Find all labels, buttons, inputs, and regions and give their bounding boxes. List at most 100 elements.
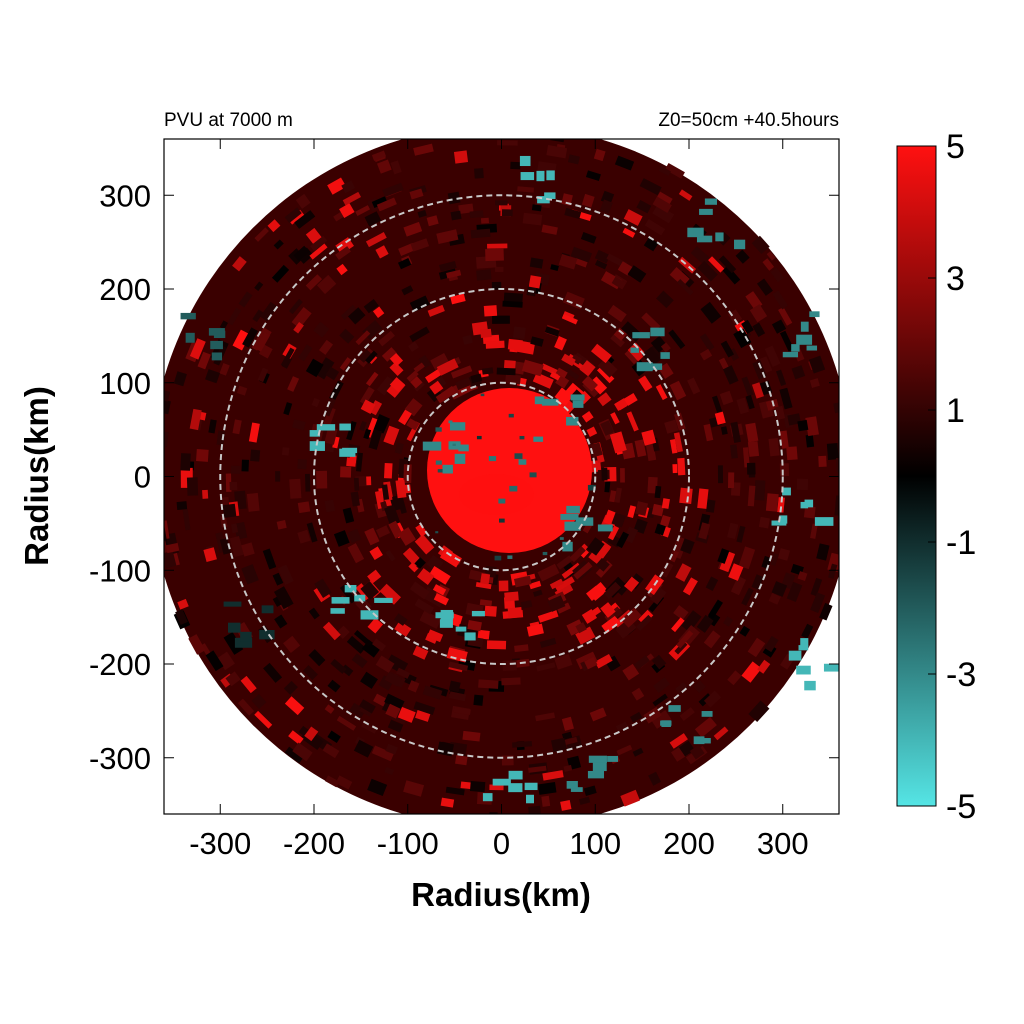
core-speck: [435, 460, 442, 465]
field-cell: [478, 679, 499, 689]
field-cell: [394, 613, 408, 626]
negative-patch: [213, 330, 226, 339]
field-cell: [566, 619, 585, 636]
field-cell: [288, 730, 304, 745]
field-cell: [371, 745, 394, 762]
field-cell: [554, 653, 573, 670]
field-cell: [480, 217, 490, 224]
core-speck: [498, 518, 505, 523]
field-cell: [360, 580, 380, 600]
field-cell: [764, 345, 781, 367]
core-speck: [448, 420, 453, 424]
field-cell: [196, 449, 209, 462]
field-cell: [406, 370, 419, 382]
field-cell: [575, 622, 587, 634]
negative-patch: [544, 192, 556, 199]
field-cell: [664, 163, 685, 179]
field-cell: [672, 464, 678, 474]
core-speck: [542, 551, 548, 556]
field-cell: [623, 526, 639, 544]
field-cell: [797, 419, 809, 432]
negative-patch: [566, 780, 578, 789]
field-cell: [752, 322, 766, 337]
field-cell: [613, 327, 627, 341]
field-cell: [324, 499, 336, 513]
field-cell: [614, 155, 635, 171]
negative-patch: [442, 464, 453, 474]
field-cell: [504, 591, 519, 602]
field-cell: [346, 635, 366, 654]
negative-patch: [668, 705, 681, 712]
negative-patch: [798, 645, 809, 651]
field-cell: [786, 446, 798, 461]
field-cell: [669, 439, 678, 454]
field-cell: [747, 485, 756, 507]
field-cell: [727, 472, 735, 489]
negative-patch: [330, 608, 345, 614]
field-cell: [330, 658, 347, 674]
x-tick-label: 100: [569, 826, 621, 861]
field-cell: [254, 227, 269, 242]
field-cell: [547, 595, 566, 612]
field-cell: [237, 698, 255, 716]
field-cell: [555, 367, 568, 379]
field-cell: [486, 640, 507, 650]
field-cell: [324, 775, 340, 788]
field-cell: [627, 505, 637, 518]
negative-patch: [520, 172, 535, 181]
field-cell: [413, 701, 436, 715]
field-cell: [260, 301, 278, 322]
field-cell: [809, 378, 820, 389]
field-cell: [410, 238, 430, 252]
field-cell: [263, 662, 283, 683]
field-cell: [581, 375, 598, 392]
field-cell: [556, 555, 573, 570]
field-cell: [570, 246, 592, 263]
field-cell: [828, 563, 838, 579]
field-cell: [776, 369, 787, 387]
field-cell: [401, 285, 414, 296]
field-cell: [751, 235, 770, 254]
field-cell: [537, 609, 559, 623]
field-cell: [281, 447, 290, 456]
negative-patch: [779, 515, 788, 524]
field-cell: [595, 557, 610, 572]
negative-patch: [687, 227, 704, 238]
negative-patch: [814, 517, 834, 526]
core-speck: [508, 413, 514, 418]
field-cell: [409, 295, 430, 312]
field-cell: [479, 599, 493, 607]
field-cell: [403, 221, 423, 237]
field-cell: [396, 667, 411, 679]
field-cell: [627, 265, 647, 283]
negative-patch: [546, 170, 555, 181]
field-cell: [448, 680, 461, 693]
field-cell: [673, 432, 683, 453]
field-cell: [705, 576, 719, 591]
negative-patch: [734, 239, 746, 250]
field-cell: [462, 730, 481, 742]
negative-patch: [360, 610, 379, 620]
field-cell: [314, 578, 332, 598]
field-cell: [432, 584, 447, 596]
field-cell: [164, 520, 170, 541]
colorbar-tick-label: 3: [946, 260, 965, 298]
field-cell: [359, 420, 367, 431]
field-cell: [718, 255, 737, 274]
field-cell: [225, 671, 241, 687]
field-cell: [230, 465, 241, 474]
field-cell: [615, 721, 629, 732]
field-cell: [358, 349, 372, 363]
field-cell: [460, 813, 478, 814]
field-cell: [293, 321, 304, 334]
field-cell: [176, 501, 188, 510]
field-cell: [604, 479, 611, 493]
field-cell: [623, 393, 638, 406]
field-cell: [635, 501, 649, 516]
field-cell: [526, 623, 544, 637]
field-cell: [669, 380, 687, 401]
negative-patch: [339, 448, 356, 457]
field-cell: [250, 449, 261, 462]
field-cell: [834, 495, 839, 517]
field-cell: [540, 363, 561, 377]
